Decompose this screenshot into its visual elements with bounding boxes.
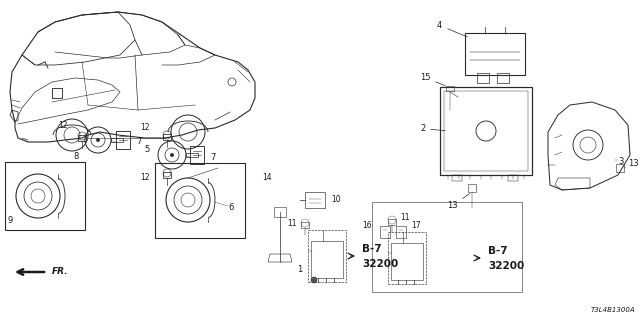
Text: FR.: FR. [52,268,68,276]
Text: B-7: B-7 [488,246,508,256]
Text: 17: 17 [411,221,420,230]
Text: 1: 1 [297,266,302,275]
Text: 14: 14 [262,172,272,181]
Text: T3L4B1300A: T3L4B1300A [590,307,635,313]
Text: 8: 8 [74,152,79,161]
Text: 11: 11 [287,219,297,228]
Text: 32200: 32200 [488,261,524,271]
Text: 7: 7 [210,153,216,162]
Circle shape [170,153,173,157]
Text: 2: 2 [420,124,445,133]
Text: 6: 6 [228,204,234,212]
Text: 12: 12 [141,123,150,132]
Text: B-7: B-7 [362,244,381,254]
Text: 9: 9 [8,216,13,225]
Text: 15: 15 [420,73,445,86]
Text: 7: 7 [136,138,141,147]
Text: 13: 13 [447,194,470,210]
Text: 12: 12 [58,122,68,131]
Text: 10: 10 [331,196,340,204]
Text: 5: 5 [145,146,150,155]
Text: 4: 4 [437,21,467,37]
Text: 11: 11 [400,213,410,222]
Circle shape [311,277,317,283]
Text: 32200: 32200 [362,259,398,269]
Text: 13: 13 [624,159,639,168]
Circle shape [96,138,100,142]
Text: 3: 3 [618,157,623,166]
Text: 16: 16 [362,221,372,230]
Text: 12: 12 [141,172,150,181]
